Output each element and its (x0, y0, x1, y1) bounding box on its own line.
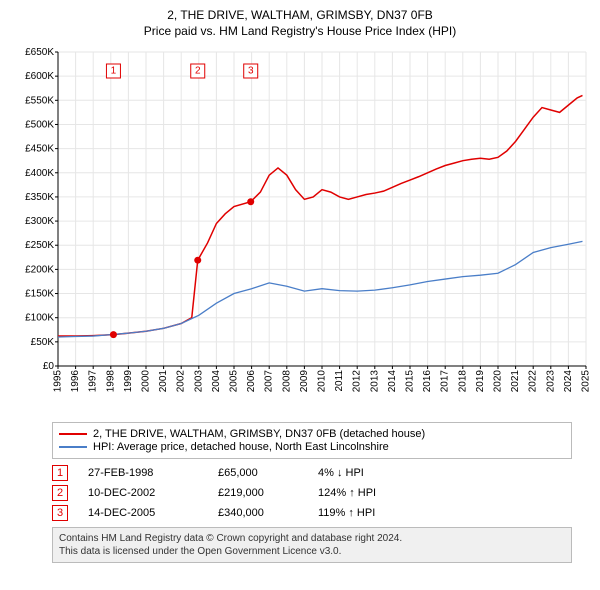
svg-text:2016: 2016 (422, 370, 433, 393)
svg-text:£200K: £200K (25, 264, 54, 275)
event-price: £65,000 (218, 467, 298, 479)
svg-text:2010: 2010 (317, 370, 328, 393)
legend-label: HPI: Average price, detached house, Nort… (93, 441, 389, 453)
svg-text:3: 3 (248, 66, 254, 77)
svg-text:1997: 1997 (88, 370, 99, 393)
legend-item: 2, THE DRIVE, WALTHAM, GRIMSBY, DN37 0FB… (59, 428, 565, 440)
svg-text:2020: 2020 (493, 370, 504, 393)
svg-text:1999: 1999 (123, 370, 134, 393)
event-price: £219,000 (218, 487, 298, 499)
svg-text:£300K: £300K (25, 216, 54, 227)
event-row: 1 27-FEB-1998 £65,000 4% ↓ HPI (52, 465, 572, 481)
svg-text:2018: 2018 (457, 370, 468, 393)
event-pct: 124% ↑ HPI (318, 487, 428, 499)
svg-text:2019: 2019 (475, 370, 486, 393)
svg-text:2009: 2009 (299, 370, 310, 393)
svg-text:2012: 2012 (352, 370, 363, 393)
legend: 2, THE DRIVE, WALTHAM, GRIMSBY, DN37 0FB… (52, 422, 572, 459)
svg-text:£400K: £400K (25, 168, 54, 179)
footer-attribution: Contains HM Land Registry data © Crown c… (52, 527, 572, 563)
svg-text:2015: 2015 (405, 370, 416, 393)
event-price: £340,000 (218, 507, 298, 519)
svg-text:£600K: £600K (25, 71, 54, 82)
svg-text:2017: 2017 (440, 370, 451, 393)
svg-text:2007: 2007 (264, 370, 275, 393)
event-date: 14-DEC-2005 (88, 507, 198, 519)
svg-text:£250K: £250K (25, 240, 54, 251)
svg-text:£650K: £650K (25, 47, 54, 58)
event-row: 2 10-DEC-2002 £219,000 124% ↑ HPI (52, 485, 572, 501)
svg-text:£550K: £550K (25, 95, 54, 106)
svg-text:2004: 2004 (211, 370, 222, 393)
svg-text:2025: 2025 (581, 370, 592, 393)
footer-line: This data is licensed under the Open Gov… (59, 545, 565, 558)
svg-text:2006: 2006 (246, 370, 257, 393)
events-table: 1 27-FEB-1998 £65,000 4% ↓ HPI 2 10-DEC-… (52, 465, 572, 521)
page-subtitle: Price paid vs. HM Land Registry's House … (8, 24, 592, 38)
page-title: 2, THE DRIVE, WALTHAM, GRIMSBY, DN37 0FB (8, 8, 592, 22)
svg-text:1998: 1998 (105, 370, 116, 393)
svg-text:2022: 2022 (528, 370, 539, 393)
legend-swatch (59, 433, 87, 435)
svg-text:1: 1 (111, 66, 117, 77)
price-chart: £0£50K£100K£150K£200K£250K£300K£350K£400… (8, 46, 592, 416)
legend-label: 2, THE DRIVE, WALTHAM, GRIMSBY, DN37 0FB… (93, 428, 425, 440)
svg-text:2005: 2005 (229, 370, 240, 393)
event-date: 10-DEC-2002 (88, 487, 198, 499)
svg-text:2013: 2013 (369, 370, 380, 393)
event-row: 3 14-DEC-2005 £340,000 119% ↑ HPI (52, 505, 572, 521)
svg-text:£150K: £150K (25, 289, 54, 300)
svg-text:£50K: £50K (31, 337, 55, 348)
svg-text:1995: 1995 (53, 370, 64, 393)
svg-text:1996: 1996 (70, 370, 81, 393)
event-marker: 3 (52, 505, 68, 521)
svg-text:£500K: £500K (25, 119, 54, 130)
event-pct: 4% ↓ HPI (318, 467, 428, 479)
svg-text:2002: 2002 (176, 370, 187, 393)
legend-item: HPI: Average price, detached house, Nort… (59, 441, 565, 453)
svg-text:2021: 2021 (510, 370, 521, 393)
svg-text:2000: 2000 (141, 370, 152, 393)
svg-text:2001: 2001 (158, 370, 169, 393)
svg-text:£350K: £350K (25, 192, 54, 203)
svg-text:£450K: £450K (25, 144, 54, 155)
svg-text:2023: 2023 (545, 370, 556, 393)
svg-text:2024: 2024 (563, 370, 574, 393)
event-pct: 119% ↑ HPI (318, 507, 428, 519)
event-marker: 2 (52, 485, 68, 501)
svg-text:2011: 2011 (334, 370, 345, 392)
svg-text:2008: 2008 (281, 370, 292, 393)
svg-text:2003: 2003 (193, 370, 204, 393)
svg-text:£100K: £100K (25, 313, 54, 324)
legend-swatch (59, 446, 87, 448)
svg-text:2014: 2014 (387, 370, 398, 393)
footer-line: Contains HM Land Registry data © Crown c… (59, 532, 565, 545)
svg-text:2: 2 (195, 66, 201, 77)
event-marker: 1 (52, 465, 68, 481)
event-date: 27-FEB-1998 (88, 467, 198, 479)
